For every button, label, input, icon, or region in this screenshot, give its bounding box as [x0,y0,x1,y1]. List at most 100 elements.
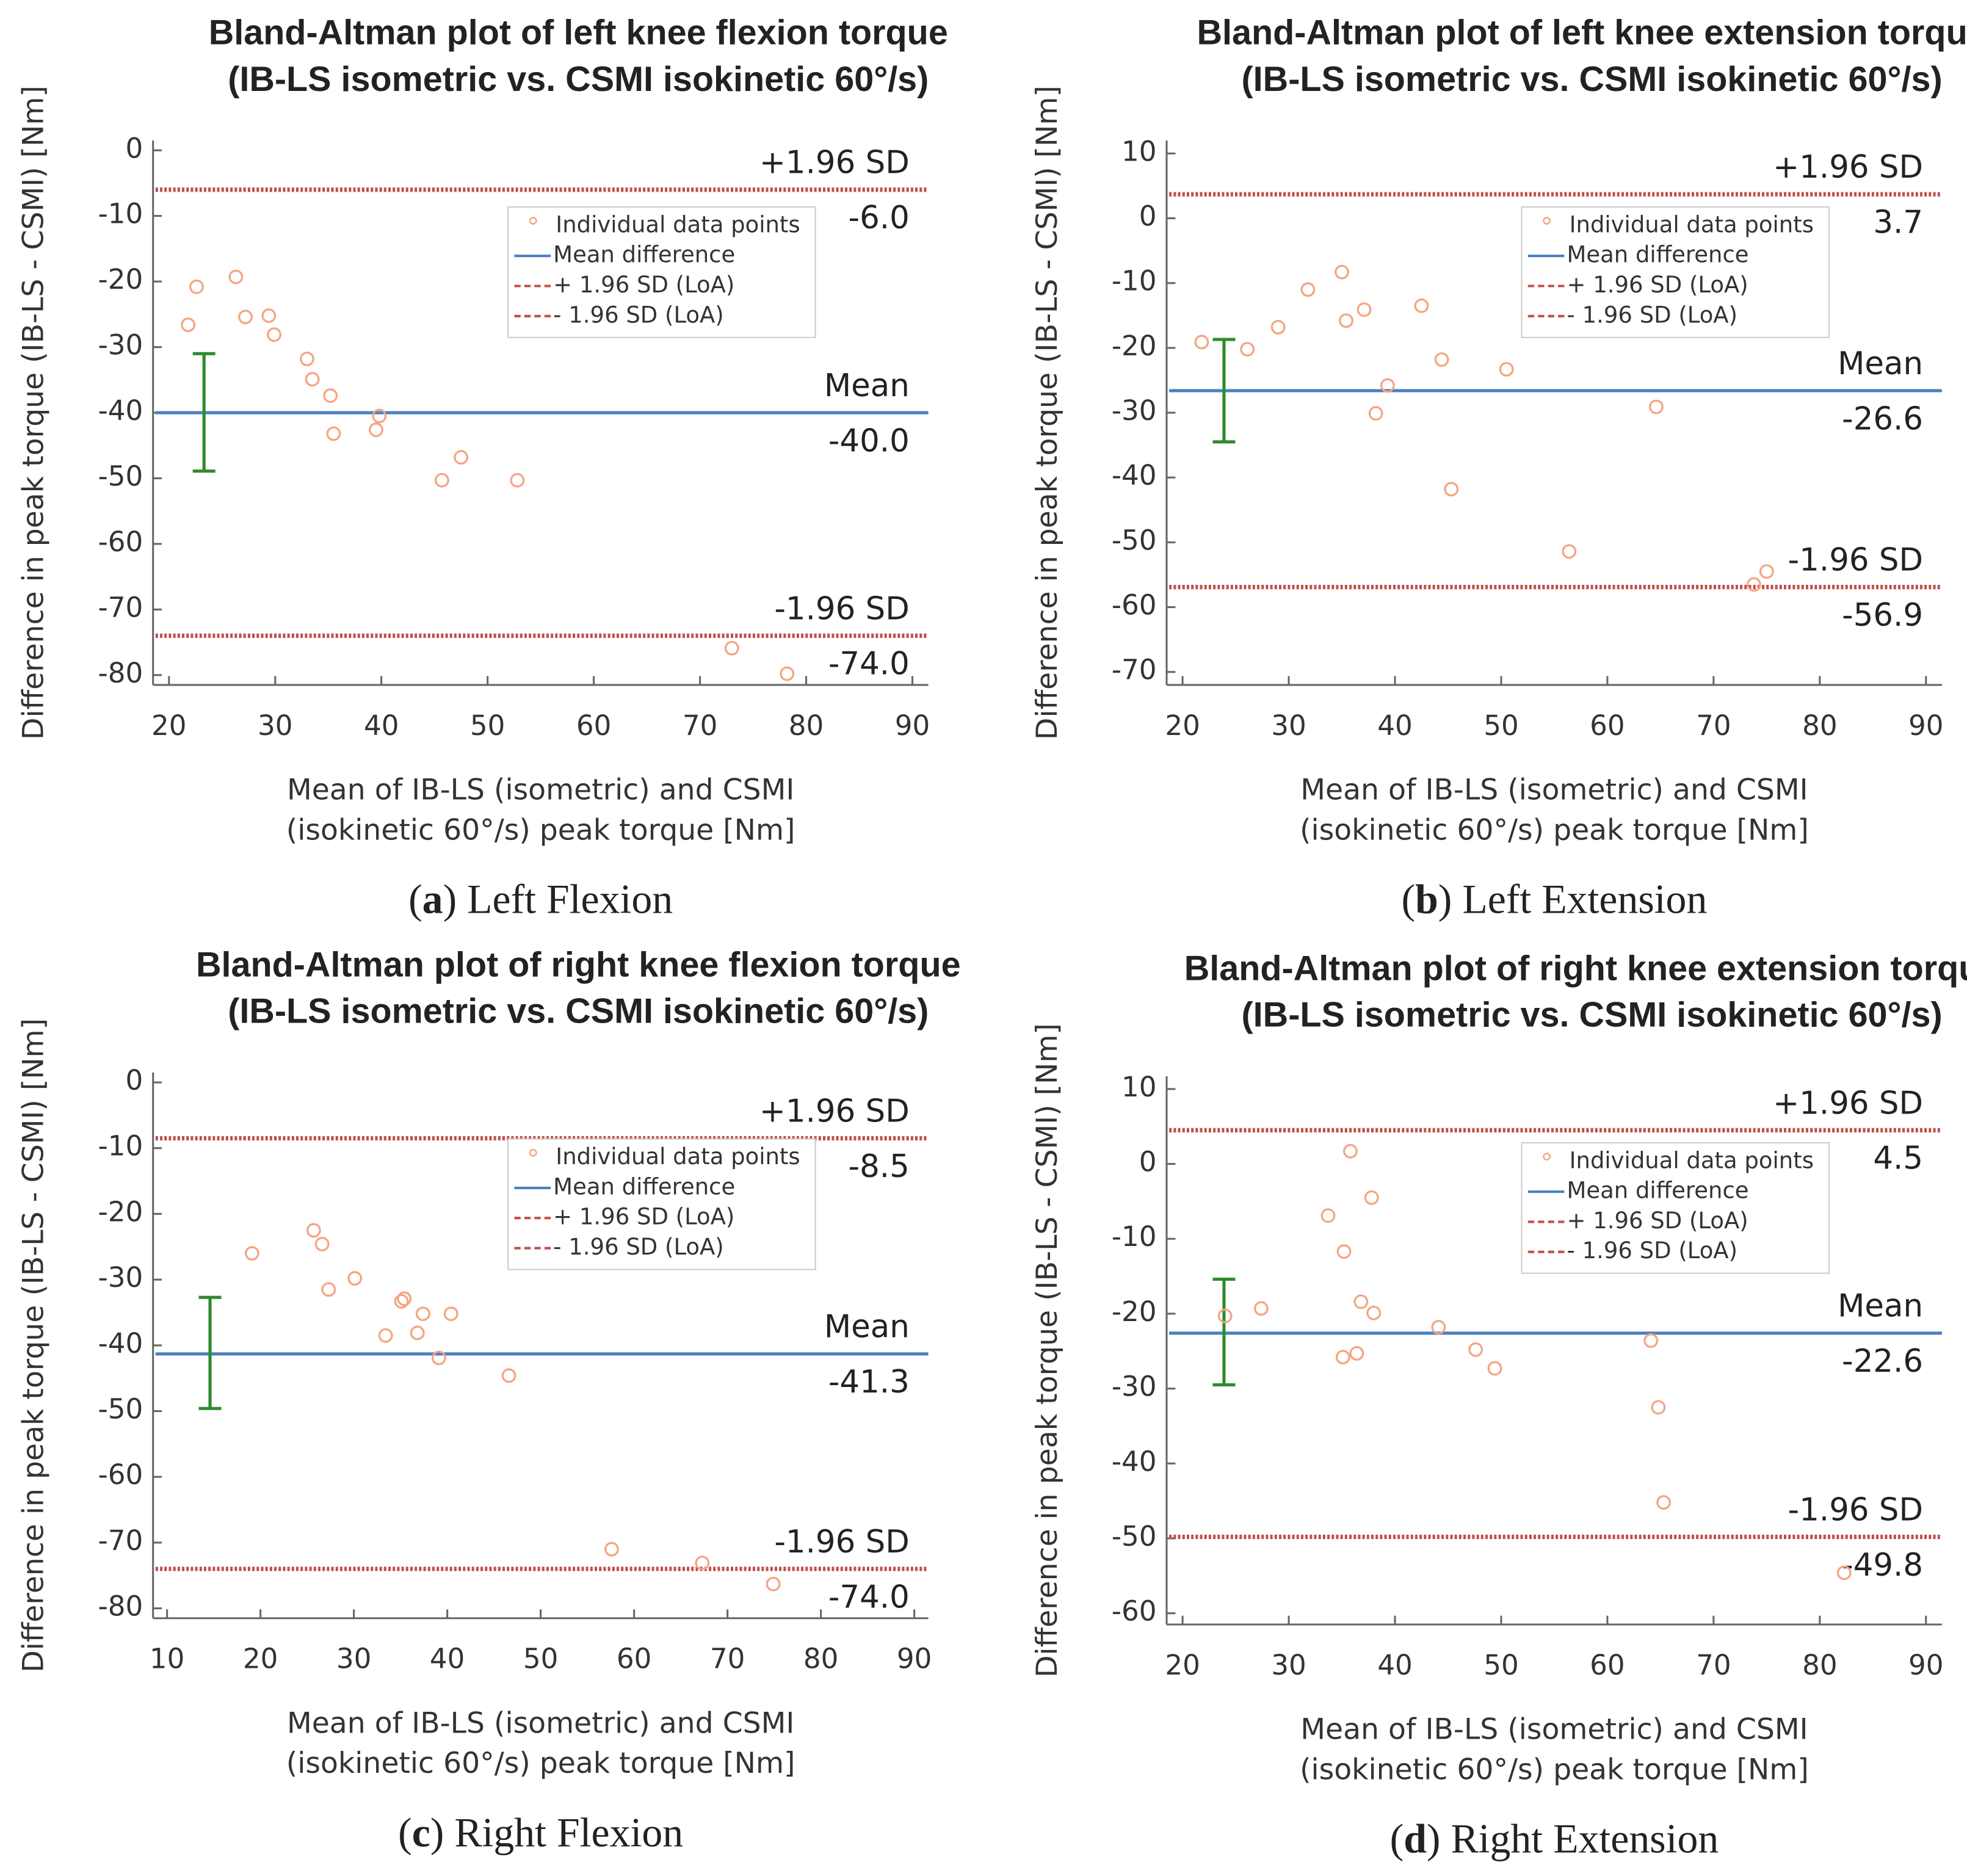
y-tick-label: -10 [98,198,143,230]
panel: Bland-Altman plot of left knee flexion t… [17,13,948,922]
caption-part: ) Right Flexion [430,1809,683,1855]
data-point [1651,1400,1666,1415]
data-point [261,308,277,323]
data-point [1562,544,1577,559]
x-tick-label: 40 [364,709,399,742]
x-axis-label: (isokinetic 60°/s) peak torque [Nm] [286,1747,795,1780]
y-axis-label: Difference in peak torque (IB-LS - CSMI)… [17,85,51,740]
reference-label: Mean [824,1309,910,1345]
caption-part: d [1404,1816,1427,1861]
data-point [323,388,338,404]
y-tick-label: -10 [98,1130,143,1162]
y-tick-label: -10 [1112,265,1157,297]
legend: Individual data points Mean difference + 1… [507,1138,816,1270]
legend: Individual data points Mean difference + 1… [1521,206,1830,338]
x-axis-label: Mean of IB-LS (isometric) and CSMI [1300,773,1808,807]
data-point [695,1555,710,1571]
data-point [394,1294,409,1309]
legend-label: Mean difference [553,1173,735,1200]
data-point [1194,335,1209,350]
data-point [1253,1301,1269,1316]
y-axis-label: Difference in peak torque (IB-LS - CSMI)… [1031,85,1064,740]
y-tick-label: 0 [126,1064,143,1096]
chart-title: Bland-Altman plot of left knee extension… [1197,13,1967,53]
x-tick-label: 90 [1908,709,1944,742]
legend-label: - 1.96 SD (LoA) [1567,1237,1737,1264]
y-tick-label: -30 [98,1261,143,1294]
data-point [267,327,281,342]
y-tick-label: 0 [1139,1146,1157,1178]
caption: (c) Right Flexion [398,1809,683,1855]
x-tick-label: 80 [1802,709,1838,742]
y-tick-label: -30 [1112,394,1157,427]
reference-label: Mean [1838,1288,1923,1325]
data-point [369,422,383,437]
legend-label: - 1.96 SD (LoA) [553,302,724,328]
x-tick-label: 60 [1590,1649,1625,1681]
legend-label: Individual data points [1570,211,1814,237]
data-point [372,408,387,424]
reference-value-label: -74.0 [828,1579,910,1615]
data-point [1240,342,1255,357]
y-tick-label: -60 [1112,589,1157,621]
data-point [1336,1244,1352,1259]
data-point [1487,1361,1502,1376]
y-tick-label: -30 [1112,1371,1157,1403]
x-tick-label: 70 [710,1643,745,1675]
x-tick-label: 50 [523,1643,558,1675]
caption-part: ) Left Flexion [443,876,673,922]
chart-title: Bland-Altman plot of left knee flexion t… [209,13,948,53]
legend: Individual data points Mean difference + 1… [1521,1142,1830,1274]
data-point [1343,1143,1358,1159]
caption-part: c [412,1809,430,1855]
legend-box [1521,1142,1830,1274]
data-point [305,372,320,387]
legend: Individual data points Mean difference + 1… [507,206,816,338]
reference-value-label: 4.5 [1873,1140,1923,1177]
legend-marker [1543,217,1551,225]
data-point [443,1306,458,1322]
y-tick-label: -80 [98,657,143,689]
x-tick-label: 50 [1483,709,1519,742]
data-point [244,1246,259,1261]
reference-label: -1.96 SD [774,590,909,627]
data-point [604,1541,619,1557]
y-tick-label: -20 [1112,330,1157,362]
x-axis-label: (isokinetic 60°/s) peak torque [Nm] [286,813,795,847]
y-tick-label: 0 [1139,200,1157,233]
y-tick-label: -40 [98,394,143,427]
x-tick-label: 60 [1590,709,1625,742]
caption-part: ) Right Extension [1427,1816,1719,1861]
x-tick-label: 80 [803,1643,839,1675]
y-tick-label: -80 [98,1590,143,1623]
legend-box [1521,206,1830,338]
legend-marker [529,217,537,225]
x-tick-label: 70 [1696,709,1731,742]
chart-subtitle: (IB-LS isometric vs. CSMI isokinetic 60°… [1242,60,1943,99]
reference-value-label: -41.3 [828,1364,910,1400]
x-axis-label: (isokinetic 60°/s) peak torque [Nm] [1300,813,1809,847]
chart-title: Bland-Altman plot of right knee flexion … [196,945,961,984]
x-tick-label: 30 [1271,709,1306,742]
chart-subtitle: (IB-LS isometric vs. CSMI isokinetic 60°… [228,60,929,99]
y-tick-label: -70 [1112,654,1157,686]
data-point [1656,1495,1672,1510]
data-point [1349,1346,1364,1361]
data-point [1270,319,1286,335]
chart-title: Bland-Altman plot of right knee extensio… [1184,949,1967,988]
data-point [1434,352,1449,367]
data-point [1320,1208,1336,1223]
y-tick-label: -50 [1112,1520,1157,1552]
x-tick-label: 30 [258,709,293,742]
data-point [1747,577,1761,592]
y-tick-label: -50 [98,1393,143,1425]
panel: Bland-Altman plot of right knee extensio… [1031,949,1967,1861]
y-tick-label: -30 [98,329,143,361]
x-tick-label: 10 [150,1643,185,1675]
data-point [1836,1565,1852,1581]
legend-label: + 1.96 SD (LoA) [1567,272,1748,298]
data-point [1300,282,1316,297]
data-point [347,1271,363,1286]
reference-label: -1.96 SD [1788,1491,1923,1528]
